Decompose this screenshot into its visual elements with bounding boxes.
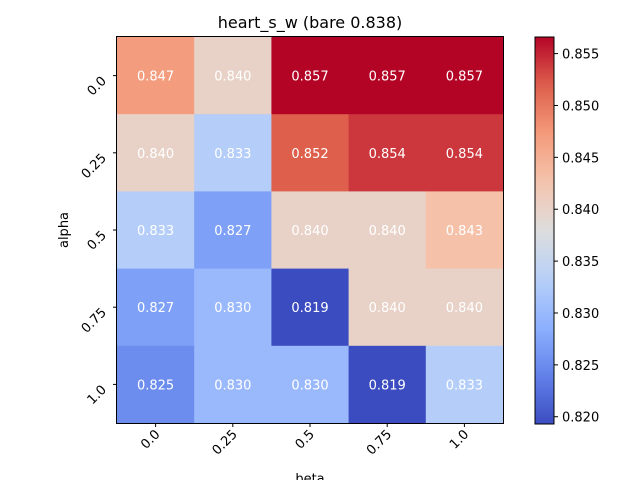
y-tick-label: 0.75 — [79, 305, 110, 336]
colorbar-tick-label: 0.855 — [562, 48, 599, 63]
x-tick-label: 1.0 — [447, 427, 472, 452]
heatmap-cell — [117, 268, 195, 347]
cell-value-label: 0.854 — [446, 147, 483, 162]
y-tick-label: 0.0 — [85, 74, 110, 99]
x-axis-ticks: 0.0 0.25 0.5 0.75 1.0 — [138, 423, 472, 458]
heatmap-cell — [425, 268, 504, 347]
cell-value-label: 0.843 — [446, 224, 483, 239]
colorbar-tick-label: 0.825 — [562, 359, 599, 374]
heatmap-cell — [348, 345, 427, 424]
chart-title: heart_s_w (bare 0.838) — [218, 13, 403, 33]
cell-value-label: 0.830 — [214, 301, 251, 316]
heatmap-cell — [194, 114, 272, 192]
heatmap-cell — [425, 114, 504, 192]
colorbar-ticks: 0.820 0.825 0.830 0.835 0.840 0.845 0.850 0.855 — [554, 48, 599, 426]
cell-value-label: 0.827 — [214, 224, 251, 239]
heatmap-cell — [271, 191, 350, 270]
cell-value-label: 0.833 — [137, 224, 174, 239]
y-tick-label: 1.0 — [85, 383, 110, 408]
cell-value-label: 0.857 — [369, 70, 406, 85]
heatmap-cell — [271, 268, 350, 347]
heatmap-cell — [194, 345, 272, 424]
cell-value-label: 0.827 — [137, 301, 174, 316]
cell-value-label: 0.833 — [446, 378, 483, 393]
cell-value-label: 0.852 — [291, 147, 328, 162]
x-tick-label: 0.0 — [138, 427, 163, 452]
cell-value-label: 0.857 — [446, 70, 483, 85]
heatmap-cell — [348, 191, 427, 270]
heatmap-cells — [117, 37, 504, 424]
heatmap-cell — [425, 37, 504, 115]
heatmap-cell — [117, 114, 195, 192]
heatmap-cell — [271, 37, 350, 115]
cell-value-label: 0.854 — [369, 147, 406, 162]
heatmap-cell — [117, 345, 195, 424]
heatmap-cell — [348, 268, 427, 347]
colorbar — [534, 36, 555, 425]
colorbar-tick-label: 0.850 — [562, 99, 599, 114]
heatmap-cell — [194, 191, 272, 270]
cell-value-label: 0.840 — [369, 301, 406, 316]
colorbar-tick-label: 0.835 — [562, 255, 599, 270]
y-tick-label: 0.5 — [85, 228, 110, 253]
cell-value-label: 0.830 — [291, 378, 328, 393]
cell-value-label: 0.830 — [214, 378, 251, 393]
y-axis-ticks: 0.0 0.25 0.5 0.75 1.0 — [79, 74, 117, 408]
x-axis-label: beta — [295, 472, 324, 480]
heatmap-cell — [271, 114, 350, 192]
heatmap-cell — [271, 345, 350, 424]
y-tick-label: 0.25 — [79, 151, 110, 182]
heatmap-cell — [117, 191, 195, 270]
cell-value-label: 0.819 — [291, 301, 328, 316]
x-tick-label: 0.25 — [210, 427, 241, 458]
colorbar-tick-label: 0.820 — [562, 411, 599, 426]
cell-value-label: 0.819 — [369, 378, 406, 393]
cell-value-label: 0.840 — [369, 224, 406, 239]
cell-value-label: 0.833 — [214, 147, 251, 162]
colorbar-tick-label: 0.845 — [562, 151, 599, 166]
heatmap-cell — [348, 114, 427, 192]
x-tick-label: 0.5 — [293, 427, 318, 452]
cell-value-label: 0.840 — [446, 301, 483, 316]
cell-value-label: 0.857 — [291, 70, 328, 85]
cell-value-label: 0.840 — [137, 147, 174, 162]
cell-value-label: 0.840 — [214, 70, 251, 85]
heatmap-cell — [425, 345, 504, 424]
colorbar-tick-label: 0.830 — [562, 307, 599, 322]
x-tick-label: 0.75 — [364, 427, 395, 458]
heatmap-cell-labels: 0.847 0.840 0.857 0.857 0.857 0.840 0.833 0.852… — [137, 70, 483, 394]
heatmap-cell — [194, 37, 272, 115]
heatmap-cell — [117, 37, 195, 115]
heatmap-cell — [425, 191, 504, 270]
cell-value-label: 0.847 — [137, 70, 174, 85]
heatmap-cell — [194, 268, 272, 347]
colorbar-tick-label: 0.840 — [562, 203, 599, 218]
y-axis-label: alpha — [57, 212, 72, 248]
cell-value-label: 0.825 — [137, 378, 174, 393]
heatmap-cell — [348, 37, 427, 115]
cell-value-label: 0.840 — [291, 224, 328, 239]
